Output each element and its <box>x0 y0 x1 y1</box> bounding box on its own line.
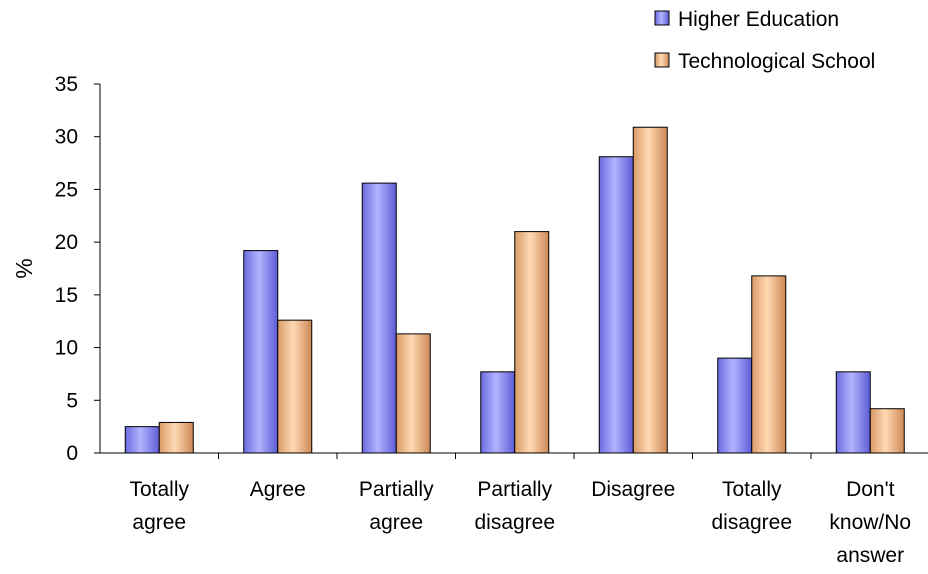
x-tick-label: Totally <box>722 478 782 501</box>
bar-technological-school <box>632 126 668 454</box>
plot-area: 0 5 10 15 20 25 30 35% Totally agree Agree Partiall… <box>11 73 928 567</box>
y-tick-label: 30 <box>55 126 78 149</box>
bar-technological-school <box>869 408 905 454</box>
x-tick-label: Partially <box>477 478 552 501</box>
y-tick-label: 5 <box>66 389 78 412</box>
x-tick-label: disagree <box>474 511 555 534</box>
x-tick-label: Disagree <box>591 478 675 501</box>
x-tick-label: know/No <box>829 511 911 534</box>
legend: Higher Education Technological School <box>654 8 875 73</box>
bar-technological-school <box>277 319 313 454</box>
x-tick-label: Don't <box>846 478 895 501</box>
y-tick-label: 10 <box>55 337 78 360</box>
bar-higher-education <box>835 371 871 454</box>
x-tick-label: answer <box>836 544 904 567</box>
x-tick-label: agree <box>132 511 186 534</box>
x-tick-label: agree <box>369 511 423 534</box>
bar-technological-school <box>751 275 787 454</box>
bar-technological-school <box>514 231 550 454</box>
x-tick-label: disagree <box>711 511 792 534</box>
y-tick-label: 25 <box>55 178 78 201</box>
y-tick-label: 35 <box>55 73 78 96</box>
bar-higher-education <box>361 182 397 454</box>
y-axis-label: % <box>11 258 37 278</box>
bar-higher-education <box>717 357 753 454</box>
y-tick-label: 0 <box>66 442 78 465</box>
bar-higher-education <box>243 250 279 454</box>
legend-label: Technological School <box>678 50 875 73</box>
bar-technological-school <box>158 421 194 454</box>
bar-higher-education <box>124 426 160 454</box>
y-tick-label: 20 <box>55 231 78 254</box>
x-tick-label: Partially <box>359 478 434 501</box>
x-tick-label: Agree <box>250 478 306 501</box>
bar-higher-education <box>480 371 516 454</box>
bar-higher-education <box>598 156 634 454</box>
legend-swatch <box>654 10 670 26</box>
legend-swatch <box>654 52 670 68</box>
bar-technological-school <box>395 333 431 454</box>
x-tick-label: Totally <box>129 478 189 501</box>
legend-label: Higher Education <box>678 8 839 31</box>
y-tick-label: 15 <box>55 284 78 307</box>
